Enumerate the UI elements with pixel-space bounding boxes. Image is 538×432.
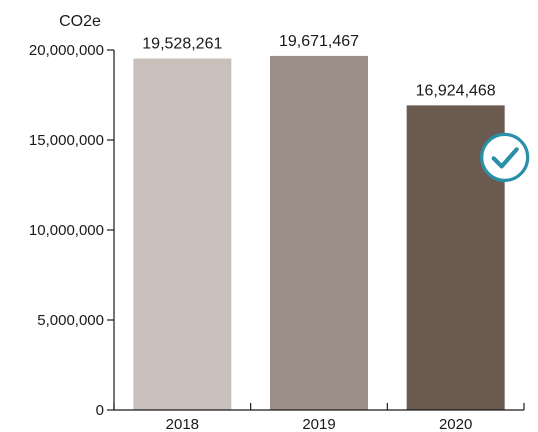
value-label-2020: 16,924,468 bbox=[416, 82, 496, 99]
x-tick-label-2019: 2019 bbox=[302, 416, 335, 432]
checkmark-circle-icon bbox=[480, 132, 530, 182]
y-tick-label: 0 bbox=[96, 402, 104, 419]
y-tick-label: 5,000,000 bbox=[37, 312, 104, 329]
y-tick-label: 20,000,000 bbox=[29, 42, 104, 59]
y-tick-label: 15,000,000 bbox=[29, 132, 104, 149]
bar-2018 bbox=[133, 58, 232, 410]
x-tick-label-2018: 2018 bbox=[166, 416, 199, 432]
value-label-2018: 19,528,261 bbox=[142, 35, 222, 52]
value-labels: 19,528,261 19,671,467 16,924,468 bbox=[142, 33, 496, 99]
y-tick-label: 10,000,000 bbox=[29, 222, 104, 239]
y-axis-ticks: 0 5,000,000 10,000,000 15,000,000 20,000,000 bbox=[29, 42, 115, 419]
x-axis: 2018 2019 2020 bbox=[113, 403, 525, 432]
bars bbox=[133, 55, 505, 411]
annotation bbox=[480, 132, 530, 182]
y-axis-unit-label: CO2e bbox=[59, 13, 101, 30]
x-tick-label-2020: 2020 bbox=[439, 416, 472, 432]
bar-2019 bbox=[270, 55, 368, 410]
value-label-2019: 19,671,467 bbox=[279, 33, 359, 50]
